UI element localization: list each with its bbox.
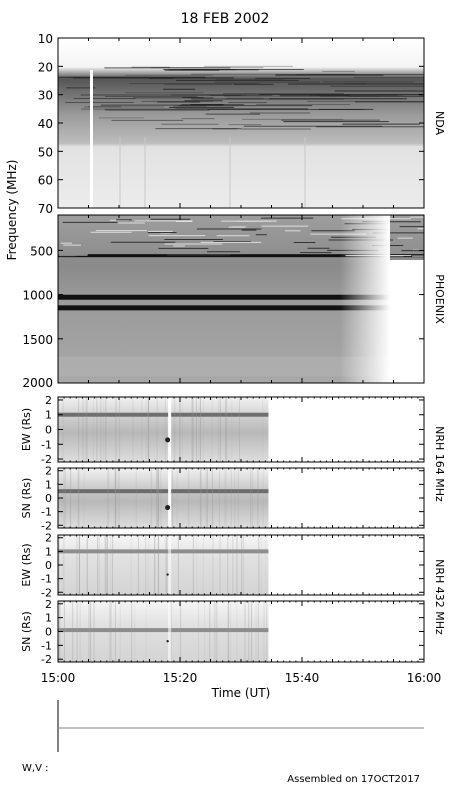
nrh-tick-label: 1 (45, 478, 52, 491)
time-axis-label: Time (UT) (211, 686, 271, 700)
phoenix-tick-label: 1000 (22, 289, 53, 303)
nrh-axis-label: EW (Rs) (20, 543, 33, 586)
nrh-source-band (58, 628, 269, 633)
nrh-tick-label: -1 (41, 506, 52, 519)
nrh-tick-label: 0 (45, 559, 52, 572)
nda-tick-label: 50 (38, 145, 53, 159)
time-tick-label: 15:40 (285, 671, 320, 685)
nrh-tick-label: -2 (41, 453, 52, 466)
nrh-event-line (168, 468, 172, 528)
nrh-image (58, 468, 269, 528)
nrh-tick-label: 0 (45, 626, 52, 639)
phoenix-band (58, 254, 424, 258)
nrh-event-line (168, 397, 172, 462)
nrh-tick-label: -1 (41, 639, 52, 652)
figure-title: 18 FEB 2002 (181, 11, 270, 27)
nrh-tick-label: 2 (45, 598, 52, 611)
phoenix-lower-band (58, 356, 388, 377)
nda-tick-label: 60 (38, 174, 53, 188)
nrh-event-marker (165, 437, 171, 443)
nrh-panel: 2 1 0-1 -2 EW (Rs) (20, 394, 425, 466)
nda-tick-label: 20 (38, 60, 53, 74)
nrh-tick-label: 1 (45, 612, 52, 625)
nda-spectrogram (58, 38, 424, 208)
phoenix-tick-label: 500 (30, 244, 53, 258)
nrh-tick-label: -2 (41, 653, 52, 666)
nda-y-ticks: 10 20 30 40 50 60 70 (38, 32, 424, 216)
nrh-event-marker (166, 640, 169, 643)
phoenix-fade (340, 215, 390, 383)
nrh-tick-label: 0 (45, 492, 52, 505)
time-tick-label: 15:00 (41, 671, 76, 685)
phoenix-y-ticks: 500 1000 1500 2000 (22, 244, 424, 390)
frequency-axis-label: Frequency (MHz) (5, 160, 19, 261)
nrh-panel: 210-1-2 SN (Rs) (20, 598, 425, 666)
nrh-image (58, 535, 269, 595)
nrh-panel: 210-1-2 EW (Rs) (20, 532, 425, 599)
phoenix-band (58, 294, 424, 300)
nrh-tick-label: 2 (45, 465, 52, 478)
phoenix-band (58, 305, 424, 311)
nrh-tick-label: 1 (45, 409, 52, 422)
phoenix-bands (58, 216, 424, 377)
nrh-panels: 210-1-2EW (Rs)210-1-2SN (Rs)210-1-2EW (R… (20, 394, 425, 666)
phoenix-tick-label: 1500 (22, 333, 53, 347)
nda-tick-label: 30 (38, 89, 53, 103)
nrh-tick-label: -1 (41, 573, 52, 586)
nda-label: NDA (433, 111, 446, 136)
nrh-tick-label: 2 (45, 394, 52, 407)
nrh-source-band (58, 489, 269, 494)
nrh164-label: NRH 164 MHz (433, 426, 446, 502)
nda-panel: 10 20 30 40 50 60 70 NDA (38, 32, 446, 216)
time-axis-ticks: 15:00 15:20 15:40 16:00 (41, 38, 442, 685)
footer-assembled-note: Assembled on 17OCT2017 (287, 774, 420, 785)
nrh-tick-label: -1 (41, 438, 52, 451)
nrh-tick-label: 0 (45, 424, 52, 437)
phoenix-no-data (390, 260, 424, 383)
nrh-event-marker (165, 505, 171, 511)
nrh-source-band (58, 412, 269, 417)
nrh-axis-label: SN (Rs) (20, 478, 33, 519)
phoenix-label: PHOENIX (433, 274, 446, 324)
footer-wv-label: W,V : (22, 763, 48, 774)
nrh-tick-label: -2 (41, 586, 52, 599)
nrh-axis-label: SN (Rs) (20, 611, 33, 652)
nrh-axis-label: EW (Rs) (20, 408, 33, 451)
nda-tick-label: 40 (38, 117, 53, 131)
nrh432-label: NRH 432 MHz (433, 559, 446, 635)
nrh-event-line (168, 601, 172, 662)
nda-tick-label: 10 (38, 32, 53, 46)
nda-blanking-line (90, 70, 93, 208)
phoenix-tick-label: 2000 (22, 376, 53, 390)
nrh-source-band (58, 549, 269, 554)
nrh-event-marker (166, 573, 169, 576)
nda-tick-label: 70 (38, 202, 53, 216)
nrh-tick-label: 1 (45, 545, 52, 558)
nrh-image (58, 397, 269, 462)
nrh-panel: 210-1-2 SN (Rs) (20, 465, 425, 532)
phoenix-panel: 500 1000 1500 2000 PHOENIX (22, 214, 446, 390)
time-tick-label: 15:20 (163, 671, 198, 685)
time-tick-label: 16:00 (407, 671, 442, 685)
nda-streaks (58, 65, 424, 208)
nrh-tick-label: 2 (45, 532, 52, 545)
nrh-event-line (168, 535, 172, 595)
nrh-tick-label: -2 (41, 519, 52, 532)
